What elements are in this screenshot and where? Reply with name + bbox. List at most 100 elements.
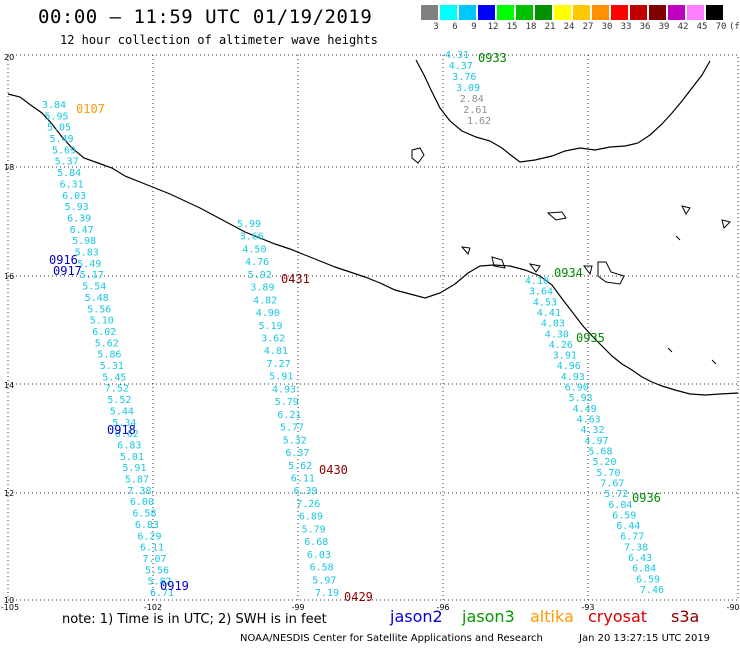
wave-height-value: 6.02 <box>92 327 116 338</box>
legend-swatch <box>497 5 514 20</box>
wave-height-value: 7.07 <box>143 554 167 565</box>
wave-height-value: 5.49 <box>50 134 74 145</box>
wave-height-value: 3.84 <box>42 100 66 111</box>
wave-height-value: 6.47 <box>70 225 94 236</box>
wave-height-value: 5.48 <box>85 293 109 304</box>
legend-tick-label: 6 <box>452 22 458 32</box>
wave-height-value: 3.62 <box>261 334 285 345</box>
pass-time-label: 0430 <box>319 463 348 477</box>
wave-height-value: 4.41 <box>537 308 561 319</box>
legend-tick-label: 70 <box>715 22 727 32</box>
wave-height-value: 6.29 <box>137 531 161 542</box>
wave-height-value: 5.44 <box>110 406 134 417</box>
wave-height-value: 5.69 <box>52 145 76 156</box>
legend-tick-label: 24 <box>563 22 575 32</box>
wave-height-value: 5.72 <box>604 489 628 500</box>
wave-height-value: 6.58 <box>310 563 334 574</box>
wave-height-value: 4.90 <box>256 308 280 319</box>
legend-tick-label: 30 <box>601 22 613 32</box>
wave-height-value: 6.11 <box>291 474 315 485</box>
legend-tick-label: 3 <box>433 22 439 32</box>
latitude-label: 16 <box>4 272 14 281</box>
wave-height-value: 6.39 <box>294 486 318 497</box>
wave-height-value: 5.01 <box>120 452 144 463</box>
legend-tick-label: 15 <box>506 22 518 32</box>
wave-height-value: 6.89 <box>299 512 323 523</box>
wave-height-value: 5.17 <box>80 270 104 281</box>
legend-tick-label: 12 <box>487 22 499 32</box>
legend-swatch <box>687 5 704 20</box>
wave-height-value: 6.03 <box>62 191 86 202</box>
wave-height-value: 5.98 <box>72 236 96 247</box>
wave-height-value: 6.71 <box>150 588 174 599</box>
wave-height-value: 6.03 <box>307 550 331 561</box>
latitude-label: 20 <box>4 53 14 62</box>
wave-height-value: 7.38 <box>127 486 151 497</box>
wave-height-value: 6.37 <box>285 448 309 459</box>
wave-height-value: 7.52 <box>105 384 129 395</box>
wave-height-value: 6.58 <box>132 509 156 520</box>
longitude-label: -99 <box>291 603 304 612</box>
wave-height-value: 5.79 <box>275 397 299 408</box>
longitude-label: -102 <box>144 603 162 612</box>
yucatan-coast <box>415 59 711 163</box>
map-title: 00:00 – 11:59 UTC 01/19/2019 <box>38 6 373 28</box>
wave-height-value: 5.32 <box>283 435 307 446</box>
wave-height-value: 6.77 <box>620 532 644 543</box>
pass-time-label: 0429 <box>344 590 373 604</box>
wave-height-value: 5.45 <box>102 372 126 383</box>
wave-height-value: 4.53 <box>533 297 557 308</box>
legend-tick-label: 21 <box>544 22 556 32</box>
wave-height-value: 6.31 <box>60 179 84 190</box>
pass-time-label: 0918 <box>107 423 136 437</box>
wave-height-value: 6.62 <box>115 429 139 440</box>
satellite-legend-altika: altika <box>530 607 574 626</box>
footer-note: note: 1) Time is in UTC; 2) SWH is in fe… <box>62 612 327 627</box>
legend-swatch <box>440 5 457 20</box>
latitude-label: 12 <box>4 489 14 498</box>
wave-height-value: 6.00 <box>130 497 154 508</box>
wave-height-value: 6.68 <box>304 537 328 548</box>
wave-height-value: 7.27 <box>267 359 291 370</box>
satellite-legend-cryosat: cryosat <box>588 607 648 626</box>
wave-height-value: 5.37 <box>55 157 79 168</box>
legend-tick-label: 9 <box>471 22 477 32</box>
wave-height-value: 3.09 <box>456 83 480 94</box>
pass-time-label: 0919 <box>160 579 189 593</box>
legend-swatch <box>478 5 495 20</box>
wave-height-value: 4.93 <box>272 384 296 395</box>
wave-height-value: 4.03 <box>541 319 565 330</box>
wave-height-value: 5.49 <box>77 259 101 270</box>
wave-height-value: 6.59 <box>612 510 636 521</box>
wave-height-value: 5.83 <box>75 248 99 259</box>
legend-swatch <box>706 5 723 20</box>
wave-height-value: 4.50 <box>242 244 266 255</box>
wave-height-value: 3.89 <box>250 283 274 294</box>
wave-height-value: 5.79 <box>302 524 326 535</box>
wave-height-value: 4.81 <box>264 346 288 357</box>
pass-time-label: 0917 <box>53 264 82 278</box>
wave-height-value: 6.83 <box>135 520 159 531</box>
legend-swatch <box>611 5 628 20</box>
wave-height-value: 5.87 <box>125 475 149 486</box>
wave-height-value: 5.92 <box>248 270 272 281</box>
pass-time-label: 0916 <box>49 253 78 267</box>
legend-tick-label: 18 <box>525 22 537 32</box>
wave-height-value: 5.91 <box>122 463 146 474</box>
longitude-label: -105 <box>1 603 19 612</box>
wave-height-value: 6.21 <box>277 410 301 421</box>
wave-height-value: 5.99 <box>237 219 261 230</box>
wave-height-value: 6.43 <box>628 553 652 564</box>
wave-height-value: 4.49 <box>573 404 597 415</box>
wave-height-value: 5.93 <box>569 393 593 404</box>
generated-timestamp: Jan 20 13:27:15 UTC 2019 <box>579 633 711 644</box>
legend-swatch <box>516 5 533 20</box>
legend-swatch <box>554 5 571 20</box>
wave-height-value: 6.39 <box>67 214 91 225</box>
pass-time-label: 0107 <box>76 102 105 116</box>
wave-height-value: 4.26 <box>549 340 573 351</box>
legend-unit: (ft) <box>729 22 740 32</box>
wave-height-value: 6.04 <box>608 500 632 511</box>
